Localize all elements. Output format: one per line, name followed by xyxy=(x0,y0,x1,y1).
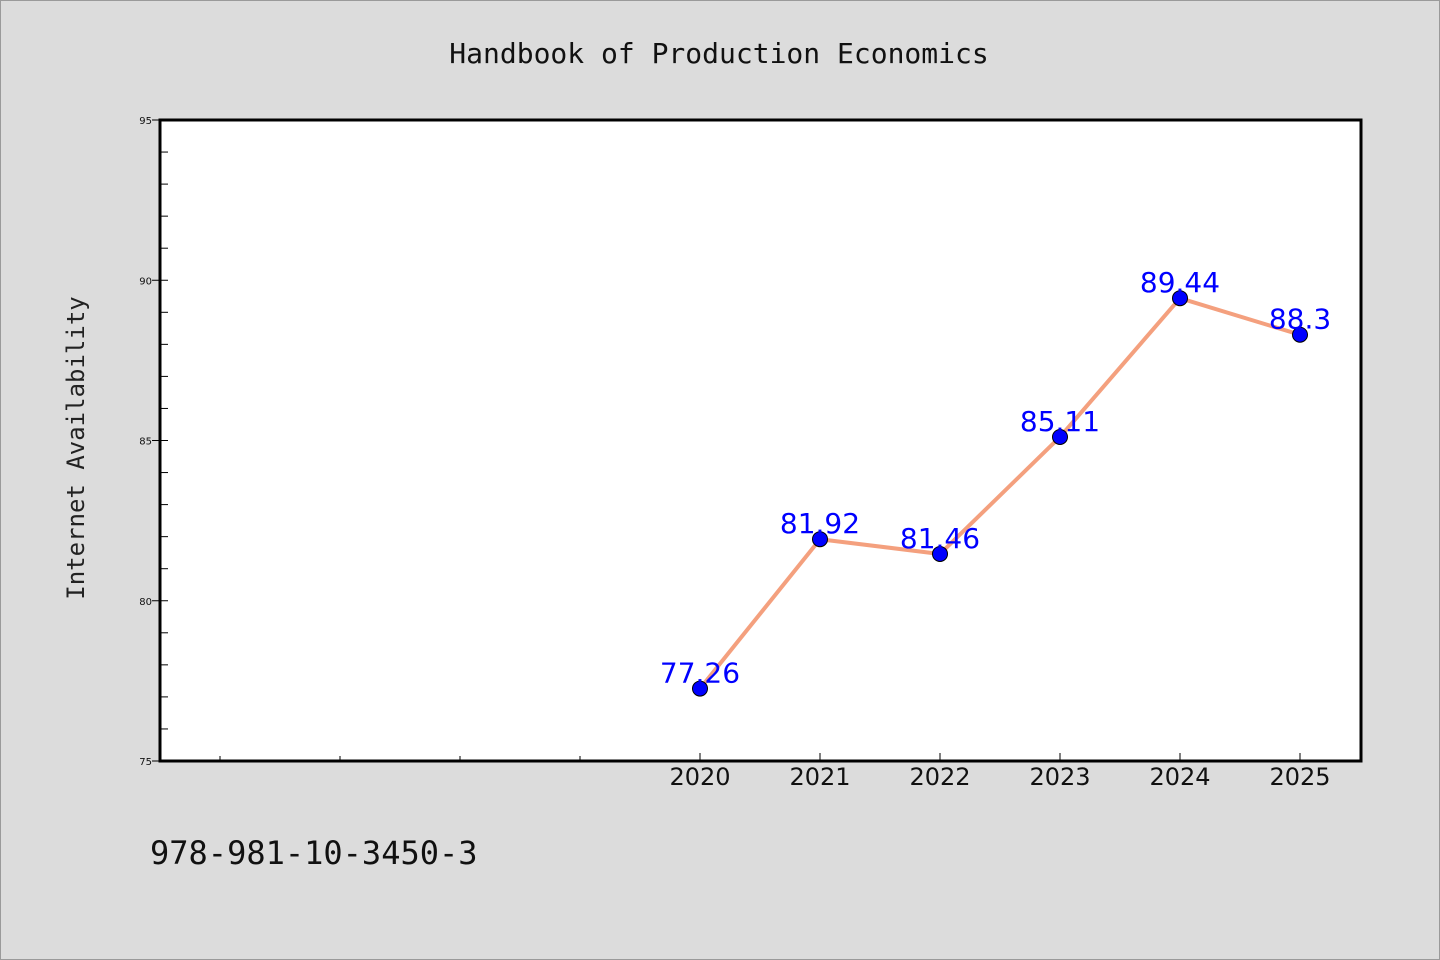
data-point xyxy=(1052,428,1068,445)
data-label: 77.26 xyxy=(660,657,740,690)
minor-ticks xyxy=(219,756,581,761)
y-axis-ticks: 75 80 85 90 95 xyxy=(139,116,168,768)
y-axis-label: Internet Availability xyxy=(62,296,90,599)
plot-area xyxy=(158,118,1363,763)
data-point xyxy=(812,531,828,548)
y-tick-label: 95 xyxy=(139,116,152,127)
x-tick-label: 2022 xyxy=(909,763,970,791)
data-label: 88.3 xyxy=(1269,303,1331,336)
x-tick-label: 2024 xyxy=(1149,763,1210,791)
isbn-footer: 978-981-10-3450-3 xyxy=(150,834,478,872)
chart-title: Handbook of Production Economics xyxy=(449,37,988,70)
data-label: 81.46 xyxy=(900,522,980,555)
x-axis-ticks: 2020 2021 2022 2023 2024 2025 xyxy=(669,753,1331,791)
x-tick-label: 2023 xyxy=(1029,763,1090,791)
data-point xyxy=(1172,290,1188,307)
data-label: 81.92 xyxy=(780,507,860,540)
data-point xyxy=(932,545,948,562)
series-line-group: 77.26 81.92 81.46 85.11 89.44 88.3 xyxy=(660,266,1331,697)
x-tick-label: 2020 xyxy=(669,763,730,791)
data-label: 89.44 xyxy=(1140,266,1220,299)
y-tick-label: 85 xyxy=(139,437,152,448)
y-tick-label: 80 xyxy=(139,597,152,608)
data-point xyxy=(1292,326,1308,343)
data-label: 85.11 xyxy=(1020,405,1100,438)
y-tick-label: 75 xyxy=(139,757,152,768)
data-point xyxy=(692,680,708,697)
series-line xyxy=(698,296,1301,690)
y-tick-label: 90 xyxy=(139,276,152,287)
x-tick-label: 2025 xyxy=(1269,763,1330,791)
x-tick-label: 2021 xyxy=(789,763,850,791)
